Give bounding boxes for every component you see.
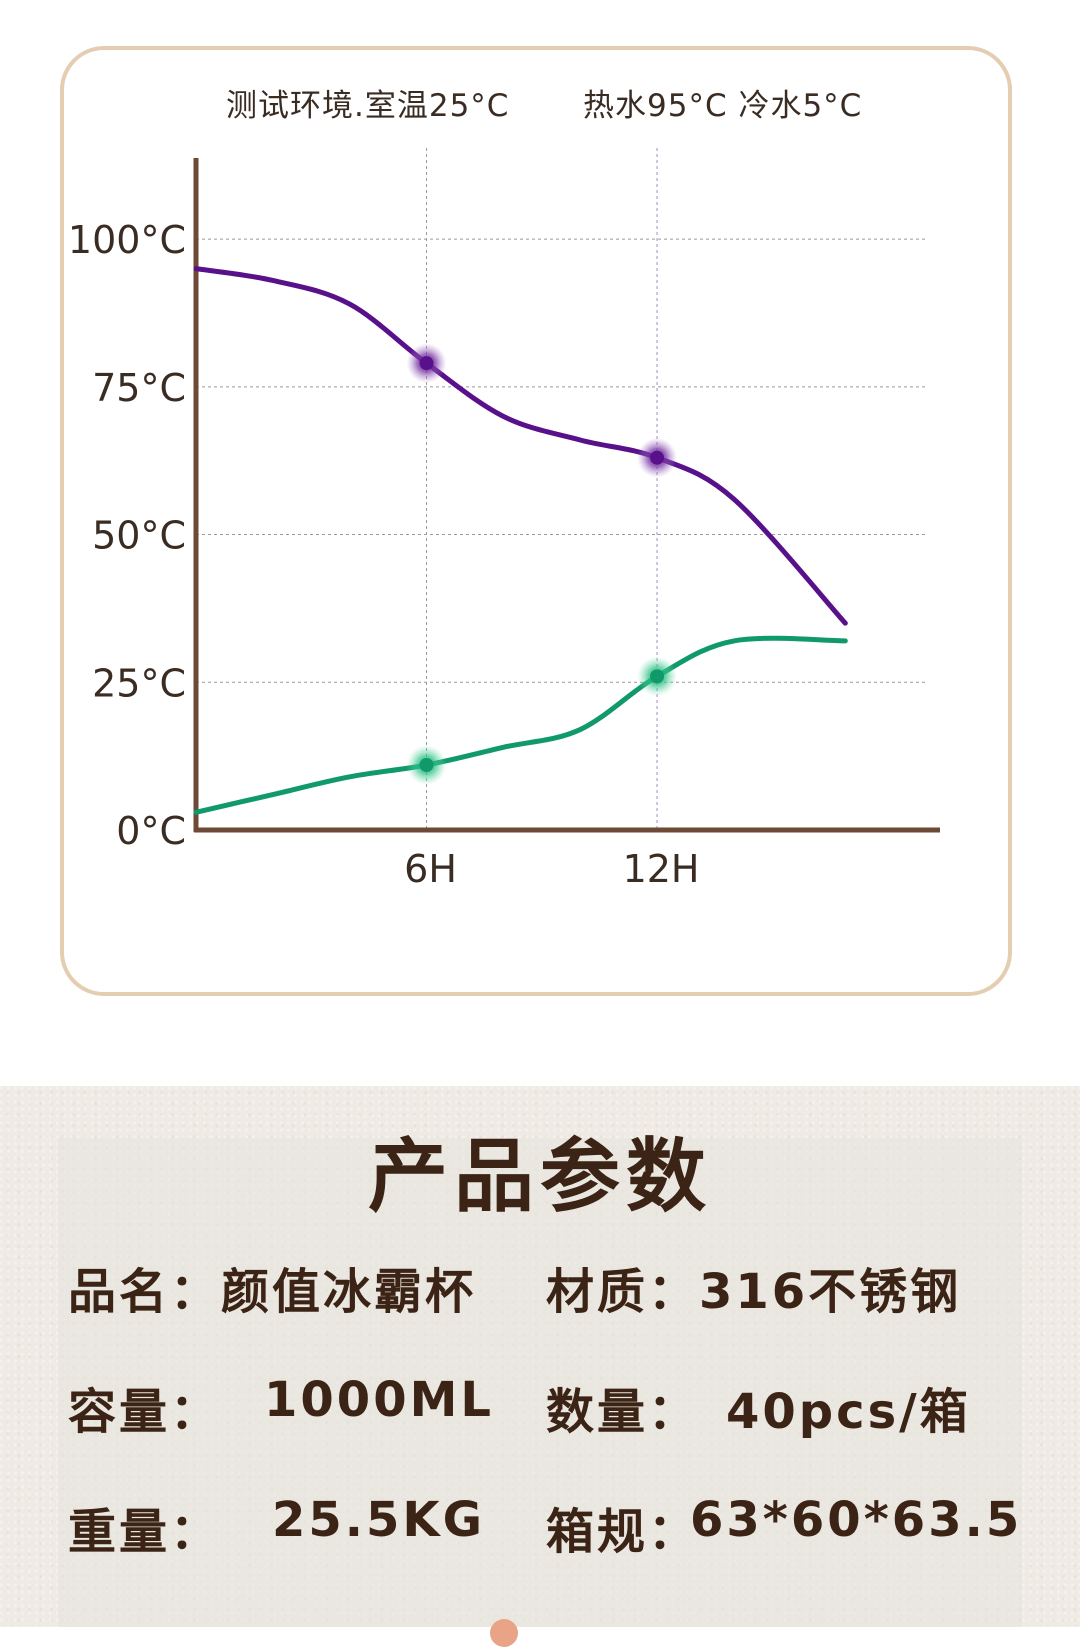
param-box-value: 63*60*63.5 <box>690 1492 1023 1548</box>
y-tick-label: 75°C <box>92 366 186 410</box>
chart-subtitle: 热水95°C 冷水5°C <box>583 88 863 124</box>
data-point <box>419 758 434 772</box>
param-name: 品名：颜值冰霸杯 <box>68 1264 477 1320</box>
data-point <box>419 356 434 371</box>
param-material: 材质：316不锈钢 <box>546 1264 962 1320</box>
product-params-section: 产品参数 品名：颜值冰霸杯 材质：316不锈钢 容量： 1000ML 数量： 4… <box>0 1086 1080 1627</box>
params-title: 产品参数 <box>368 1130 712 1223</box>
y-tick-label: 25°C <box>92 661 186 705</box>
hot-water-line <box>193 266 848 626</box>
param-quantity-value: 40pcs/箱 <box>726 1384 971 1440</box>
params-panel <box>58 1138 1022 1627</box>
chart-title: 测试环境.室温25°C <box>226 88 510 124</box>
data-point <box>650 669 665 684</box>
param-capacity-label: 容量： <box>68 1384 222 1440</box>
y-tick-label: 50°C <box>92 514 186 558</box>
param-box-label: 箱规： <box>546 1504 700 1560</box>
param-weight-label: 重量： <box>68 1504 222 1560</box>
x-tick-label: 6H <box>404 847 457 891</box>
data-point <box>650 450 665 465</box>
temperature-chart: 0°C 25°C 50°C 75°C 100°C 6H 12H <box>68 148 940 891</box>
x-tick-label: 12H <box>623 847 700 891</box>
cold-water-line <box>193 635 848 815</box>
decorative-dot <box>490 1619 518 1647</box>
param-capacity-value: 1000ML <box>264 1372 494 1428</box>
y-tick-label: 0°C <box>116 809 186 853</box>
y-tick-label: 100°C <box>68 218 186 262</box>
chart-card <box>60 46 1012 996</box>
chart-header: 测试环境.室温25°C 热水95°C 冷水5°C <box>0 80 1080 124</box>
param-weight-value: 25.5KG <box>272 1492 486 1548</box>
param-quantity-label: 数量： <box>546 1384 700 1440</box>
